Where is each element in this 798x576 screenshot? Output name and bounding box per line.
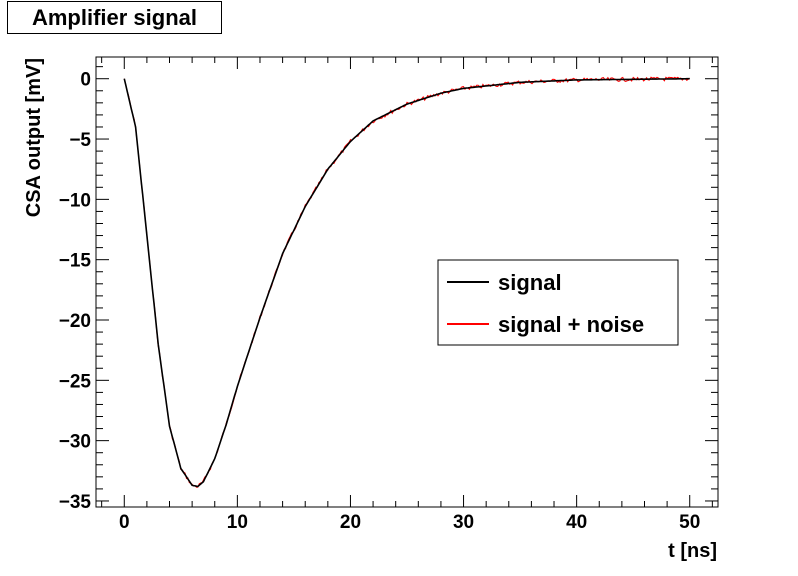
legend: signal signal + noise bbox=[437, 259, 679, 346]
x-tick-label: 40 bbox=[566, 512, 587, 533]
y-tick-label: 0 bbox=[80, 70, 91, 91]
x-tick-label: 30 bbox=[453, 512, 474, 533]
legend-box bbox=[437, 259, 679, 346]
x-tick-label: 50 bbox=[679, 512, 700, 533]
series-line-signal bbox=[123, 77, 690, 488]
y-tick-label: −10 bbox=[59, 190, 91, 211]
x-axis-label: t [ns] bbox=[668, 540, 717, 562]
series-layer bbox=[123, 76, 691, 488]
x-tick-label: 20 bbox=[340, 512, 361, 533]
y-axis-label: CSA output [mV] bbox=[23, 58, 45, 217]
y-tick-label: −30 bbox=[59, 432, 91, 453]
y-tick-label: −25 bbox=[59, 371, 92, 392]
legend-label-signal-noise: signal + noise bbox=[498, 312, 644, 337]
axis-ticks bbox=[96, 57, 718, 507]
x-tick-label: 0 bbox=[119, 512, 130, 533]
chart-title: Amplifier signal bbox=[31, 5, 198, 30]
y-tick-label: −35 bbox=[59, 492, 92, 513]
tick-labels: 0 10 20 30 40 50 0 −5 −10 −15 −20 −25 −30 −35 bbox=[59, 70, 701, 533]
y-tick-label: −15 bbox=[59, 251, 92, 272]
chart-title-box: Amplifier signal bbox=[7, 1, 222, 34]
y-tick-label: −20 bbox=[59, 311, 91, 332]
x-tick-label: 10 bbox=[227, 512, 248, 533]
legend-label-signal: signal bbox=[498, 270, 562, 295]
y-tick-label: −5 bbox=[69, 130, 91, 151]
